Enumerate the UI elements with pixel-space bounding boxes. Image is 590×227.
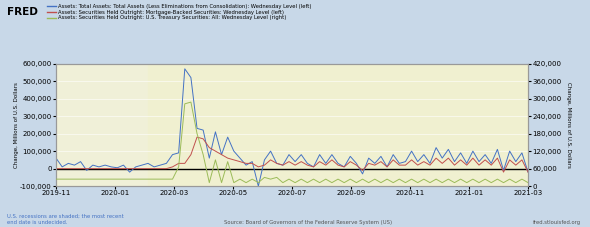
Text: U.S. recessions are shaded; the most recent
end date is undecided.: U.S. recessions are shaded; the most rec… <box>7 214 124 225</box>
Y-axis label: Change, Millions of U.S. Dollars: Change, Millions of U.S. Dollars <box>566 82 571 168</box>
Text: fred.stlouisfed.org: fred.stlouisfed.org <box>533 220 581 225</box>
Bar <box>148 64 528 186</box>
Text: Source: Board of Governors of the Federal Reserve System (US): Source: Board of Governors of the Federa… <box>224 220 392 225</box>
Legend: Assets: Total Assets: Total Assets (Less Eliminations from Consolidation): Wedne: Assets: Total Assets: Total Assets (Less… <box>47 4 312 20</box>
Text: FRED: FRED <box>7 7 38 17</box>
Y-axis label: Change, Millions of U.S. Dollars: Change, Millions of U.S. Dollars <box>14 82 19 168</box>
